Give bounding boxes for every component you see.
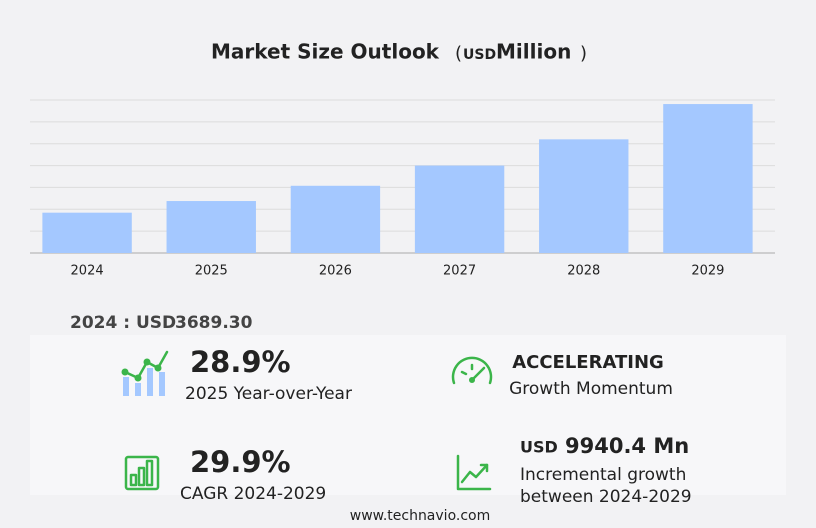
unit-paren: ( (455, 43, 462, 64)
yoy-value: 28.9% (190, 345, 291, 379)
bar (42, 212, 132, 253)
yoy-icon (121, 350, 169, 396)
incremental-currency: USD (520, 438, 558, 457)
incremental-label: between 2024-2029 (520, 487, 692, 507)
bar (414, 165, 505, 253)
x-tick-label: 2026 (319, 264, 352, 279)
unit-currency: USD (463, 47, 496, 63)
x-tick-label: 2025 (195, 264, 228, 279)
x-tick-label: 2028 (567, 264, 600, 279)
summary-panel (30, 335, 786, 495)
cagr-icon (124, 455, 160, 491)
footer: www.technavio.com (350, 508, 491, 524)
bar (290, 185, 381, 253)
momentum-label: Growth Momentum (509, 379, 673, 399)
bar (166, 201, 256, 253)
bar (539, 139, 629, 253)
base-label: 2024 : USD (70, 313, 176, 333)
x-tick-label: 2029 (691, 264, 724, 279)
cagr-label: CAGR 2024-2029 (180, 484, 326, 504)
cagr-value: 29.9% (190, 445, 291, 479)
momentum-value: ACCELERATING (512, 352, 664, 373)
yoy-label: 2025 Year-over-Year (185, 384, 352, 404)
incremental-icon (456, 454, 492, 491)
unit: Million (496, 40, 571, 64)
unit-paren: ) (580, 43, 587, 64)
x-tick-label: 2024 (71, 264, 104, 279)
base-value: 3689.30 (175, 313, 253, 333)
bar (663, 104, 753, 254)
incremental-label: Incremental growth (520, 465, 686, 485)
incremental-value: 9940.4 Mn (565, 434, 689, 458)
momentum-icon (451, 356, 493, 385)
chart-title: Market Size Outlook (211, 40, 440, 64)
x-tick-label: 2027 (443, 264, 476, 279)
